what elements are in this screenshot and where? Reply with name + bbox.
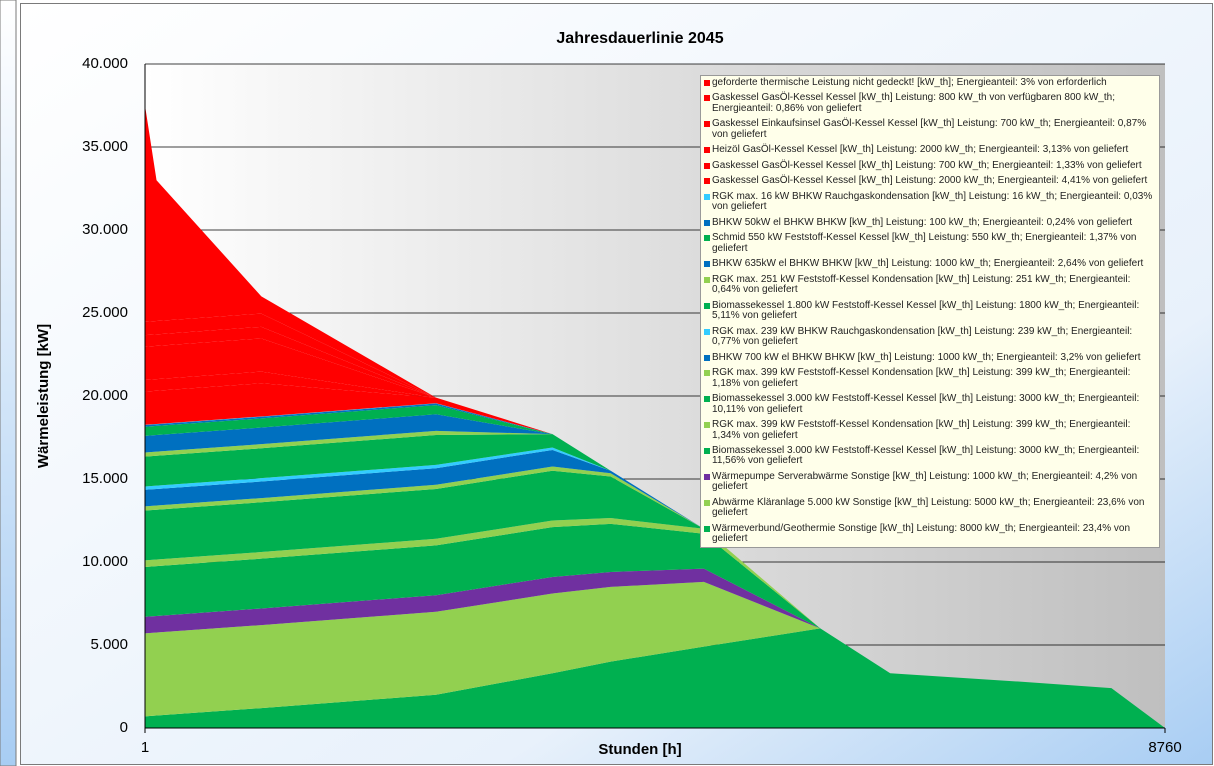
chart-title: Jahresdauerlinie 2045 [556, 30, 723, 47]
legend-swatch [704, 162, 710, 169]
y-tick-label: 25.000 [82, 304, 128, 321]
legend-swatch [704, 276, 710, 283]
legend-swatch [704, 261, 710, 268]
legend-swatch [704, 193, 710, 200]
area [145, 568, 1165, 728]
legend-entry: BHKW 635kW el BHKW BHKW [kW_th] Leistung… [704, 259, 1156, 270]
legend-swatch [704, 473, 710, 480]
area [145, 523, 1165, 728]
area [145, 434, 1165, 728]
legend-label: BHKW 50kW el BHKW BHKW [kW_th] Leistung:… [712, 216, 1133, 228]
legend-label: RGK max. 399 kW Feststoff-Kessel Kondens… [712, 419, 1131, 441]
legend-swatch [704, 219, 710, 226]
legend-entry: RGK max. 239 kW BHKW Rauchgaskondensatio… [704, 325, 1156, 348]
legend-entry: Wärmeverbund/Geothermie Sonstige [kW_th]… [704, 522, 1156, 545]
area [145, 470, 1165, 728]
legend-entry: Gaskessel GasÖl-Kessel Kessel [kW_th] Le… [704, 159, 1156, 172]
legend-entry: BHKW 50kW el BHKW BHKW [kW_th] Leistung:… [704, 216, 1156, 229]
side-panel [0, 0, 17, 766]
legend-label: geforderte thermische Leistung nicht ged… [712, 77, 1107, 88]
legend-entry: RGK max. 399 kW Feststoff-Kessel Kondens… [704, 367, 1156, 389]
y-tick-label: 20.000 [82, 387, 128, 404]
legend-entry: Heizöl GasÖl-Kessel Kessel [kW_th] Leist… [704, 145, 1156, 156]
area [145, 628, 1165, 728]
legend-entry: RGK max. 399 kW Feststoff-Kessel Kondens… [704, 419, 1156, 441]
legend-swatch [704, 499, 710, 506]
legend-label: Gaskessel GasÖl-Kessel Kessel [kW_th] Le… [712, 175, 1148, 187]
y-axis-title: Wärmeleistung [kW] [35, 324, 52, 468]
legend-swatch [704, 80, 710, 86]
legend-entry: Biomassekessel 1.800 kW Feststoff-Kessel… [704, 299, 1156, 322]
x-tick-label: 1 [141, 739, 149, 756]
legend-swatch [704, 235, 710, 242]
legend-entry: Gaskessel Einkaufsinsel GasÖl-Kessel Kes… [704, 119, 1156, 140]
legend-label: Gaskessel GasÖl-Kessel Kessel [kW_th] Le… [712, 159, 1142, 171]
legend-swatch [704, 422, 710, 428]
legend-label: Biomassekessel 1.800 kW Feststoff-Kessel… [712, 299, 1140, 322]
legend-swatch [704, 95, 710, 102]
legend-label: Wärmeverbund/Geothermie Sonstige [kW_th]… [712, 522, 1131, 545]
legend-label: Schmid 550 kW Feststoff-Kessel Kessel [k… [712, 232, 1137, 254]
y-tick-label: 30.000 [82, 221, 128, 238]
legend-entry: Gaskessel GasÖl-Kessel Kessel [kW_th] Le… [704, 176, 1156, 187]
legend-label: RGK max. 16 kW BHKW Rauchgaskondensation… [712, 190, 1153, 213]
legend-swatch [704, 147, 710, 154]
legend-label: RGK max. 399 kW Feststoff-Kessel Kondens… [712, 367, 1131, 389]
legend-label: RGK max. 239 kW BHKW Rauchgaskondensatio… [712, 325, 1133, 348]
legend-swatch [704, 396, 710, 403]
legend-entry: Schmid 550 kW Feststoff-Kessel Kessel [k… [704, 233, 1156, 254]
legend-entry: Biomassekessel 3.000 kW Feststoff-Kessel… [704, 444, 1156, 467]
x-tick-label: 8760 [1148, 739, 1181, 756]
legend-swatch [704, 121, 710, 128]
legend-swatch [704, 370, 710, 377]
legend-label: Wärmepumpe Serverabwärme Sonstige [kW_th… [712, 470, 1138, 493]
legend-swatch [704, 328, 710, 335]
legend-label: Gaskessel GasÖl-Kessel Kessel [kW_th] Le… [712, 92, 1115, 114]
legend-label: Heizöl GasÖl-Kessel Kessel [kW_th] Leist… [712, 144, 1129, 156]
legend-entry: Gaskessel GasÖl-Kessel Kessel [kW_th] Le… [704, 93, 1156, 114]
legend-entry: geforderte thermische Leistung nicht ged… [704, 77, 1156, 89]
legend-label: Biomassekessel 3.000 kW Feststoff-Kessel… [712, 444, 1140, 467]
legend-swatch [704, 525, 710, 532]
legend: geforderte thermische Leistung nicht ged… [700, 75, 1160, 548]
legend-label: RGK max. 251 kW Feststoff-Kessel Kondens… [712, 273, 1131, 296]
y-tick-label: 40.000 [82, 55, 128, 72]
legend-swatch [704, 178, 710, 185]
legend-entry: BHKW 700 kW el BHKW BHKW [kW_th] Leistun… [704, 351, 1156, 364]
y-tick-label: 5.000 [90, 636, 128, 653]
x-axis-title: Stunden [h] [598, 741, 681, 758]
legend-entry: RGK max. 251 kW Feststoff-Kessel Kondens… [704, 273, 1156, 296]
legend-label: Biomassekessel 3.000 kW Feststoff-Kessel… [712, 393, 1140, 415]
legend-entry: Wärmepumpe Serverabwärme Sonstige [kW_th… [704, 470, 1156, 493]
y-tick-label: 10.000 [82, 553, 128, 570]
legend-label: BHKW 700 kW el BHKW BHKW [kW_th] Leistun… [712, 351, 1141, 363]
legend-label: BHKW 635kW el BHKW BHKW [kW_th] Leistung… [712, 258, 1144, 270]
legend-label: Abwärme Kläranlage 5.000 kW Sonstige [kW… [712, 496, 1145, 519]
y-tick-label: 15.000 [82, 470, 128, 487]
areas [145, 105, 1165, 728]
area [145, 581, 1165, 728]
legend-entry: Abwärme Kläranlage 5.000 kW Sonstige [kW… [704, 496, 1156, 519]
legend-swatch [704, 447, 710, 454]
legend-swatch [704, 302, 710, 309]
legend-entry: Biomassekessel 3.000 kW Feststoff-Kessel… [704, 393, 1156, 415]
legend-swatch [704, 354, 710, 361]
y-tick-label: 35.000 [82, 138, 128, 155]
y-tick-label: 0 [120, 719, 128, 736]
legend-entry: RGK max. 16 kW BHKW Rauchgaskondensation… [704, 190, 1156, 213]
legend-label: Gaskessel Einkaufsinsel GasÖl-Kessel Kes… [712, 118, 1147, 140]
